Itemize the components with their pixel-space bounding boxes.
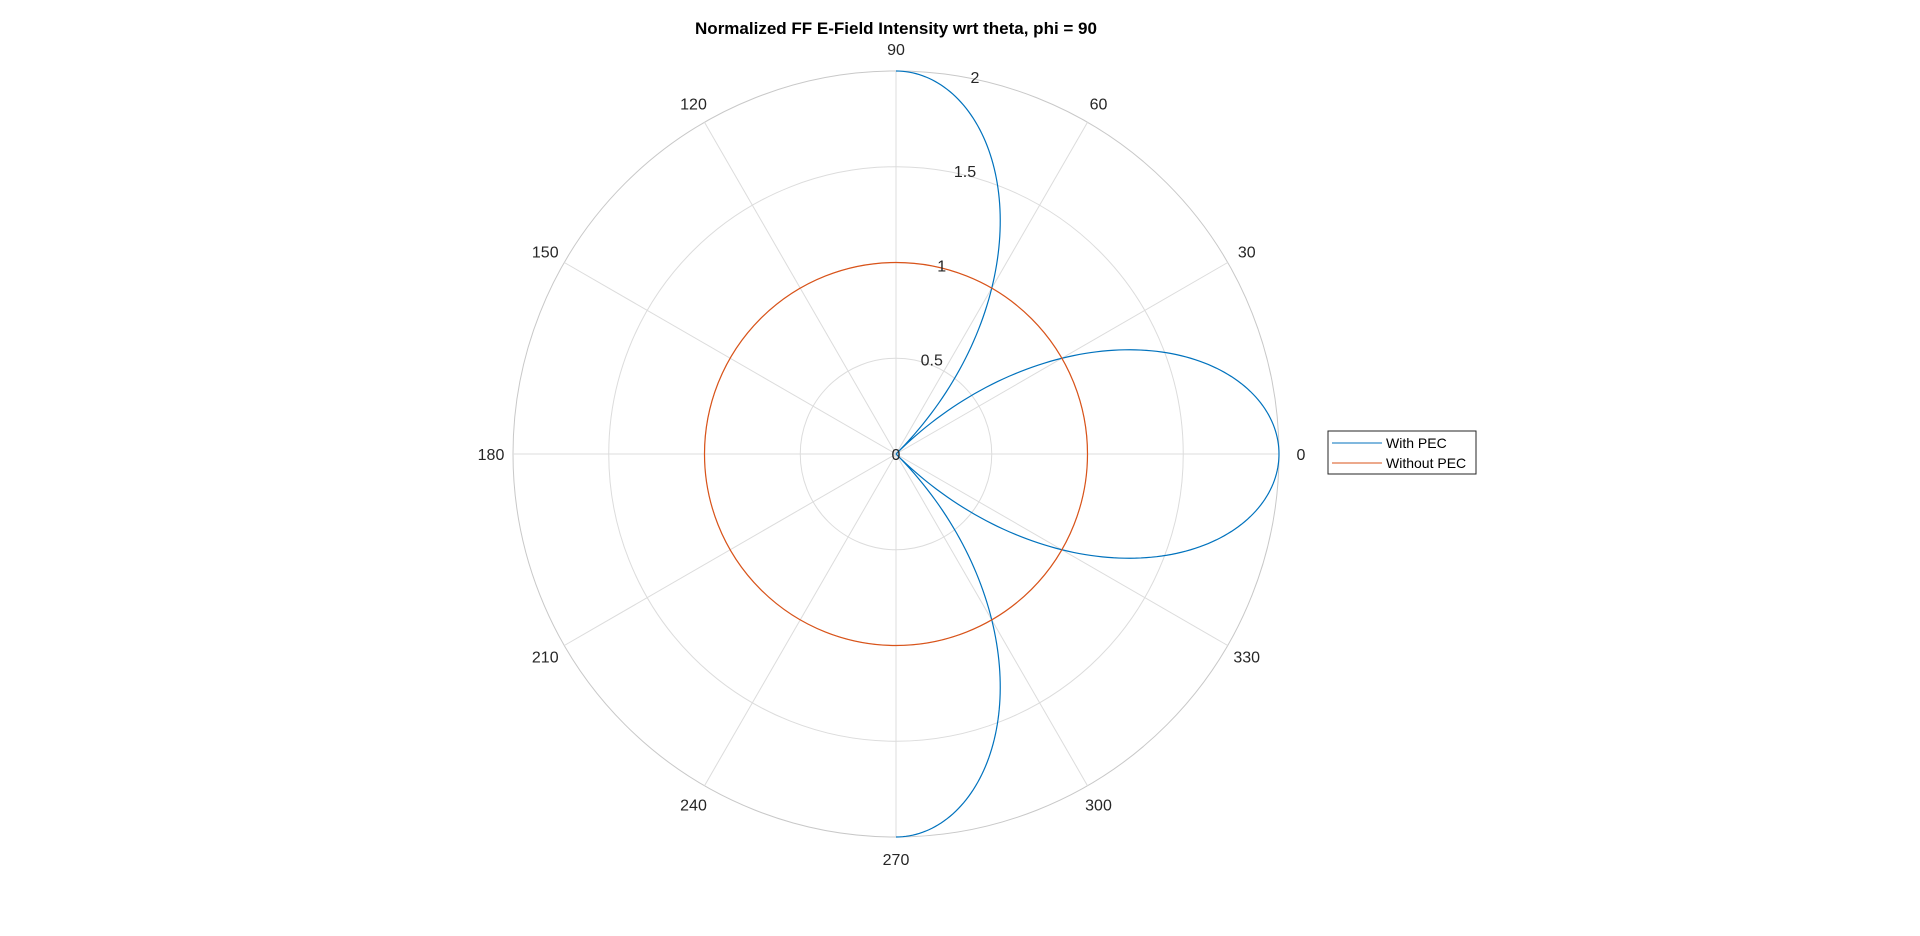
angle-tick-label: 150 — [532, 245, 559, 262]
angle-tick-label: 90 — [887, 42, 905, 59]
radial-tick-label: 1 — [937, 258, 946, 275]
angle-tick-label: 60 — [1090, 96, 1108, 113]
radial-tick-label: 0.5 — [921, 353, 943, 370]
angle-tick-label: 240 — [680, 798, 707, 815]
series-layer — [703, 70, 1280, 838]
legend-label-with-pec: With PEC — [1386, 435, 1447, 451]
radial-tick-label: 0 — [892, 447, 901, 464]
angle-tick-label: 0 — [1297, 447, 1306, 464]
angle-tick-label: 270 — [883, 852, 910, 869]
axis-labels: 0 30 60 90 120 150 180 210 240 270 300 330 0 0.5 1 1.5 2 — [478, 42, 1306, 869]
angle-tick-label: 180 — [478, 447, 505, 464]
angle-tick-label: 300 — [1085, 798, 1112, 815]
radial-tick-label: 2 — [971, 70, 980, 87]
series-line-without-pec — [703, 261, 1089, 647]
chart-title: Normalized FF E-Field Intensity wrt thet… — [695, 19, 1097, 38]
radial-tick-label: 1.5 — [954, 164, 976, 181]
angle-tick-label: 210 — [532, 650, 559, 667]
legend-label-without-pec: Without PEC — [1386, 455, 1466, 471]
angle-tick-label: 120 — [680, 96, 707, 113]
angle-tick-label: 330 — [1233, 650, 1260, 667]
legend: With PEC Without PEC — [1327, 430, 1477, 475]
angle-tick-label: 30 — [1238, 245, 1256, 262]
legend-box — [1327, 430, 1477, 475]
